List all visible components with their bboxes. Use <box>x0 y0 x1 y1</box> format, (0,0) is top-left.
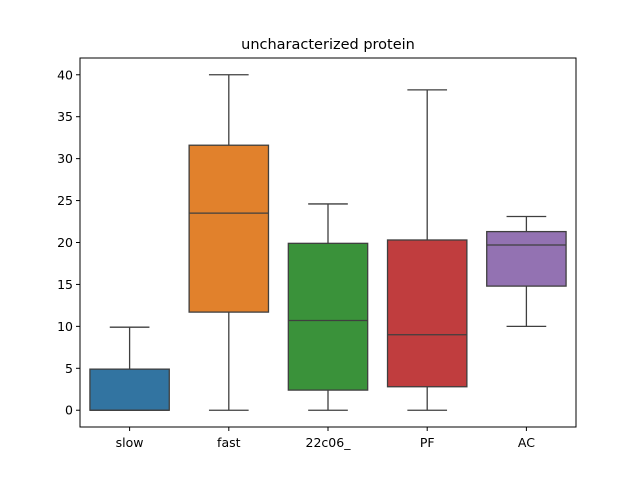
x-tick-label: slow <box>116 435 144 450</box>
x-tick-label: PF <box>420 435 435 450</box>
box-AC <box>486 230 567 287</box>
box-PF <box>386 239 468 388</box>
box-22c06_ <box>287 242 369 391</box>
y-tick-label: 25 <box>57 193 73 208</box>
y-tick-label: 15 <box>57 277 73 292</box>
y-tick-label: 20 <box>57 235 73 250</box>
x-tick-label: fast <box>217 435 241 450</box>
y-tick-label: 10 <box>57 319 73 334</box>
y-tick-label: 0 <box>65 403 73 418</box>
x-tick-label: AC <box>518 435 535 450</box>
x-tick-label: 22c06_ <box>306 435 352 450</box>
plot-frame <box>79 57 577 428</box>
y-tick-label: 40 <box>57 67 73 82</box>
plot-area: 0 5 10 15 20 25 30 35 40 slow fast 22c06_ PF AC <box>57 67 567 450</box>
box-slow <box>89 368 170 411</box>
y-tick-label: 30 <box>57 151 73 166</box>
y-tick-label: 35 <box>57 109 73 124</box>
box-fast <box>188 144 270 313</box>
y-tick-label: 5 <box>65 361 73 376</box>
chart-title: uncharacterized protein <box>241 37 415 53</box>
